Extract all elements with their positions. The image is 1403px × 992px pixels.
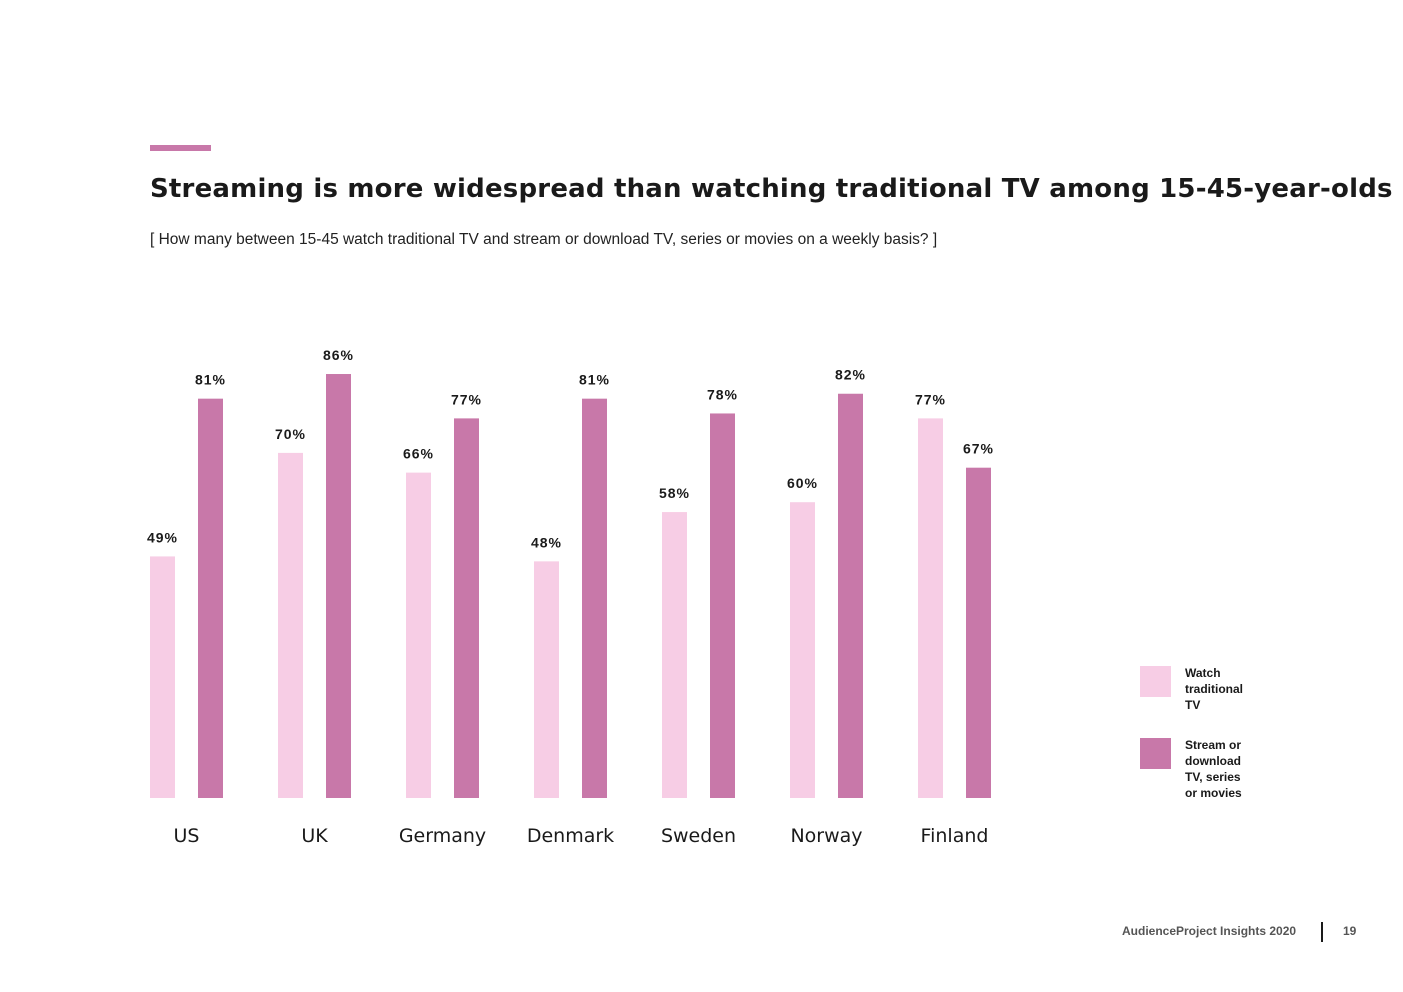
- data-label-norway-traditional-tv: 60%: [787, 475, 818, 491]
- legend-item-traditional-tv: Watch traditional TV: [1140, 666, 1300, 738]
- page-title: Streaming is more widespread than watchi…: [150, 174, 1393, 204]
- bar-germany-streaming: [454, 418, 479, 798]
- data-label-finland-traditional-tv: 77%: [915, 391, 946, 407]
- bar-uk-traditional-tv: [278, 452, 303, 798]
- data-label-denmark-traditional-tv: 48%: [531, 534, 562, 550]
- bar-us-streaming: [198, 398, 223, 798]
- bar-sweden-traditional-tv: [662, 512, 687, 798]
- bar-norway-traditional-tv: [790, 502, 815, 798]
- chart-legend: Watch traditional TV Stream or download …: [1140, 666, 1300, 810]
- legend-swatch-traditional-tv: [1140, 666, 1171, 697]
- data-label-norway-streaming: 82%: [835, 367, 866, 383]
- legend-label-streaming: Stream or download TV, series or movies: [1185, 738, 1242, 800]
- bar-finland-streaming: [966, 467, 991, 798]
- page-number: 19: [1343, 924, 1357, 938]
- legend-label-traditional-tv: Watch traditional TV: [1185, 666, 1244, 712]
- bar-uk-streaming: [326, 374, 351, 798]
- footer-divider: [1321, 922, 1323, 942]
- bar-germany-traditional-tv: [406, 472, 431, 798]
- bar-norway-streaming: [838, 393, 863, 798]
- data-label-us-traditional-tv: 49%: [147, 529, 178, 545]
- category-label-us: US: [174, 825, 200, 847]
- bar-finland-traditional-tv: [918, 418, 943, 798]
- category-label-finland: Finland: [921, 825, 989, 847]
- data-label-uk-traditional-tv: 70%: [275, 426, 306, 442]
- bar-us-traditional-tv: [150, 556, 175, 798]
- category-label-denmark: Denmark: [527, 825, 614, 847]
- bar-denmark-streaming: [582, 398, 607, 798]
- data-label-denmark-streaming: 81%: [579, 372, 610, 388]
- data-label-finland-streaming: 67%: [963, 441, 994, 457]
- bar-sweden-streaming: [710, 413, 735, 798]
- data-label-germany-traditional-tv: 66%: [403, 446, 434, 462]
- data-label-germany-streaming: 77%: [451, 391, 482, 407]
- data-label-uk-streaming: 86%: [323, 347, 354, 363]
- data-label-us-streaming: 81%: [195, 372, 226, 388]
- page-subtitle: [ How many between 15-45 watch tradition…: [150, 231, 938, 248]
- category-label-sweden: Sweden: [661, 825, 736, 847]
- legend-swatch-streaming: [1140, 738, 1171, 769]
- category-label-norway: Norway: [790, 825, 862, 847]
- data-label-sweden-traditional-tv: 58%: [659, 485, 690, 501]
- legend-item-streaming: Stream or download TV, series or movies: [1140, 738, 1300, 810]
- category-label-germany: Germany: [399, 825, 486, 847]
- bar-denmark-traditional-tv: [534, 561, 559, 798]
- category-label-uk: UK: [301, 825, 328, 847]
- footer-source: AudienceProject Insights 2020: [1122, 924, 1297, 938]
- data-label-sweden-streaming: 78%: [707, 386, 738, 402]
- title-accent-bar: [150, 145, 211, 151]
